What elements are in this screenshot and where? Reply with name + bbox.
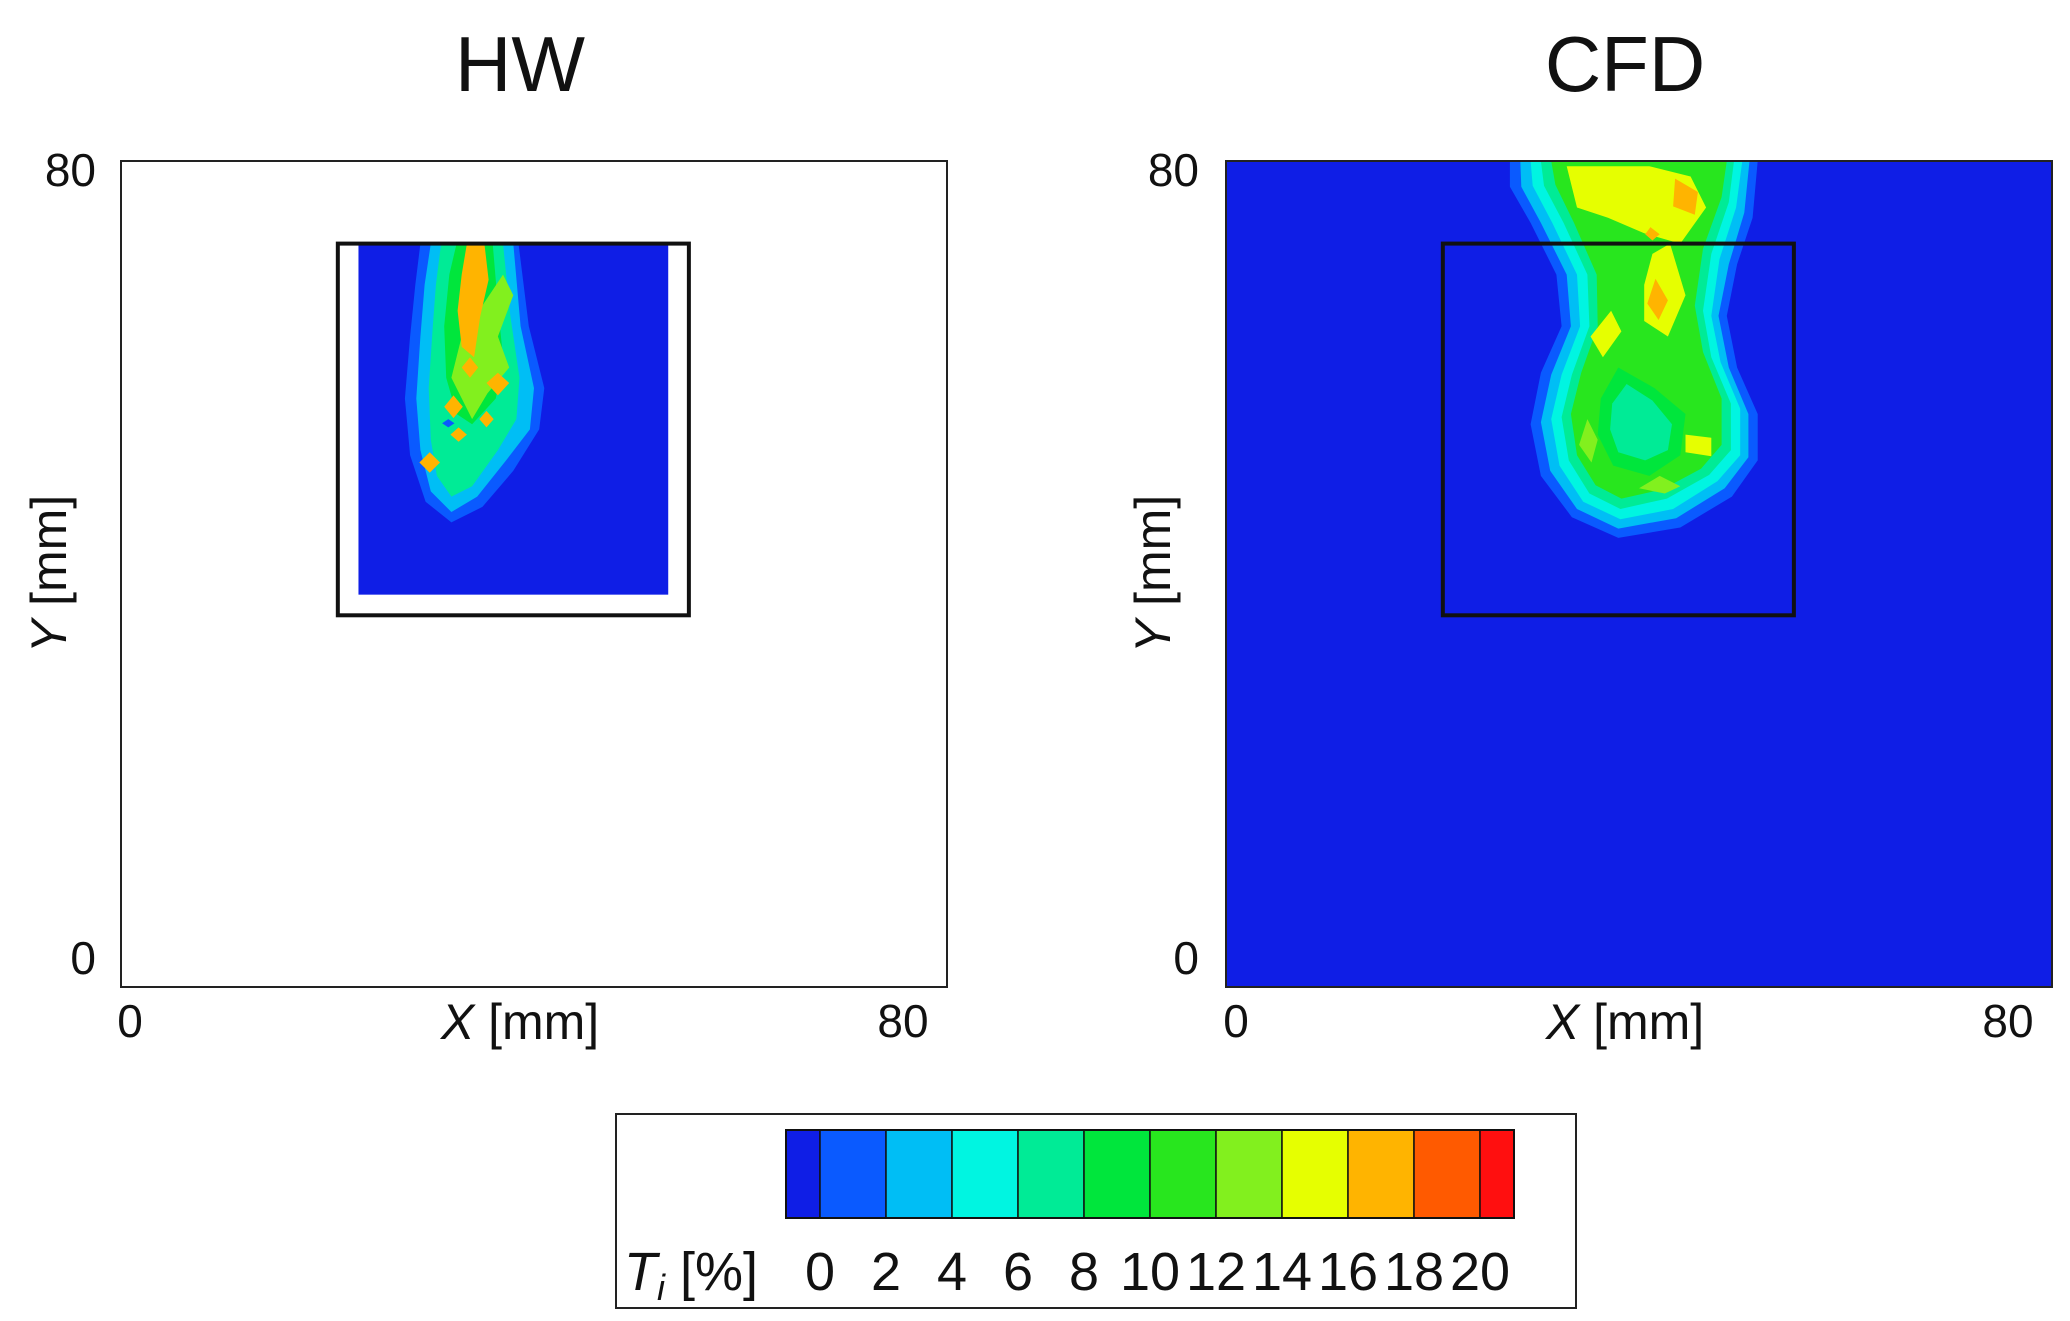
colorbar-cell-2 (885, 1129, 953, 1219)
contour-cfd-12 (1639, 475, 1681, 494)
y-axis-unit-hw: [mm] (21, 495, 77, 606)
contour-hw-9 (479, 410, 494, 428)
contour-cfd-6 (1610, 384, 1672, 461)
colorbar-cell-0 (785, 1129, 821, 1219)
contour-hw-4 (451, 274, 514, 420)
panel-hw: HW 80 0 0 80 X [mm] Y [mm] (21, 20, 948, 1050)
contour-hw-12 (442, 419, 455, 428)
colorbar-cells (785, 1129, 1515, 1219)
contour-hw-11 (419, 452, 440, 473)
colorbar-cell-9 (1347, 1129, 1415, 1219)
x-axis-label-hw: X [mm] (440, 994, 599, 1050)
plot-frame-hw (120, 160, 948, 988)
y-axis-var-hw: Y (21, 616, 77, 653)
contour-cfd-15 (1645, 227, 1660, 241)
x-tick-right-cfd: 80 (1982, 995, 2033, 1047)
colorbar-tick-20: 20 (1450, 1242, 1510, 1302)
colorbar-label-sub: i (657, 1267, 666, 1308)
measurement-window-cfd (1440, 241, 1796, 618)
colorbar-label: Ti [%] (624, 1242, 758, 1308)
contour-cfd-13 (1673, 178, 1698, 215)
panel-cfd: CFD 80 0 0 80 X [mm] Y [mm] (1125, 20, 2053, 1050)
colorbar-tick-8: 8 (1069, 1242, 1099, 1302)
y-axis-label-cfd: Y [mm] (1125, 495, 1181, 653)
x-axis-var-hw: X (440, 994, 476, 1050)
colorbar-cell-10 (1413, 1129, 1481, 1219)
colorbar-tick-4: 4 (937, 1242, 967, 1302)
colorbar-cell-4 (1017, 1129, 1085, 1219)
colorbar-label-unit: [%] (680, 1242, 758, 1302)
colorbar-cell-6 (1149, 1129, 1217, 1219)
plot-frame-cfd (1225, 160, 2053, 988)
colorbar-cell-7 (1215, 1129, 1283, 1219)
colorbar-outline (785, 1129, 1515, 1219)
colorbar-ticks: 0 2 4 6 8 10 12 14 16 18 20 (805, 1242, 1510, 1302)
colorbar-tick-2: 2 (871, 1242, 901, 1302)
colorbar-cell-11 (1479, 1129, 1515, 1219)
x-tick-left-cfd: 0 (1223, 995, 1249, 1047)
contour-hw-6 (461, 357, 479, 378)
colorbar-legend: Ti [%] 0 2 4 6 8 10 12 14 16 18 20 (615, 1113, 1577, 1309)
colorbar-cell-3 (951, 1129, 1019, 1219)
colorbar-tick-10: 10 (1120, 1242, 1180, 1302)
y-axis-label-hw: Y [mm] (21, 495, 77, 653)
colorbar-tick-14: 14 (1252, 1242, 1312, 1302)
panel-title-hw: HW (455, 20, 585, 108)
contour-hw-7 (486, 372, 510, 396)
colorbar-tick-16: 16 (1318, 1242, 1378, 1302)
y-tick-bottom-hw: 0 (70, 932, 96, 984)
colorbar-tick-0: 0 (805, 1242, 835, 1302)
contour-cfd-10 (1685, 434, 1712, 457)
contour-cfd-14 (1647, 278, 1668, 320)
x-tick-right-hw: 80 (877, 995, 928, 1047)
measurement-window-hw (335, 241, 691, 618)
panel-title-cfd: CFD (1545, 20, 1705, 108)
contour-hw-10 (450, 427, 467, 442)
contour-cfd-9 (1590, 310, 1622, 358)
colorbar-tick-18: 18 (1384, 1242, 1444, 1302)
plot-area-cfd (1226, 161, 2052, 987)
colorbar-tick-6: 6 (1003, 1242, 1033, 1302)
y-tick-top-hw: 80 (45, 144, 96, 196)
x-axis-unit-cfd: [mm] (1593, 994, 1704, 1050)
colorbar-cell-1 (819, 1129, 887, 1219)
colorbar-label-var: T (624, 1242, 661, 1302)
colorbar-tick-12: 12 (1186, 1242, 1246, 1302)
plot-area-hw (121, 161, 947, 987)
colorbar-cell-5 (1083, 1129, 1151, 1219)
contour-cfd-11 (1579, 419, 1598, 463)
x-axis-label-cfd: X [mm] (1545, 994, 1704, 1050)
contour-hw-5 (457, 243, 489, 358)
y-tick-bottom-cfd: 0 (1173, 932, 1199, 984)
x-axis-var-cfd: X (1545, 994, 1581, 1050)
y-tick-top-cfd: 80 (1148, 144, 1199, 196)
contour-hw-8 (444, 395, 463, 419)
x-axis-unit-hw: [mm] (488, 994, 599, 1050)
contour-cfd-7 (1566, 166, 1707, 244)
colorbar-cell-8 (1281, 1129, 1349, 1219)
x-tick-left-hw: 0 (117, 995, 143, 1047)
y-axis-var-cfd: Y (1125, 616, 1181, 653)
y-axis-unit-cfd: [mm] (1125, 495, 1181, 606)
